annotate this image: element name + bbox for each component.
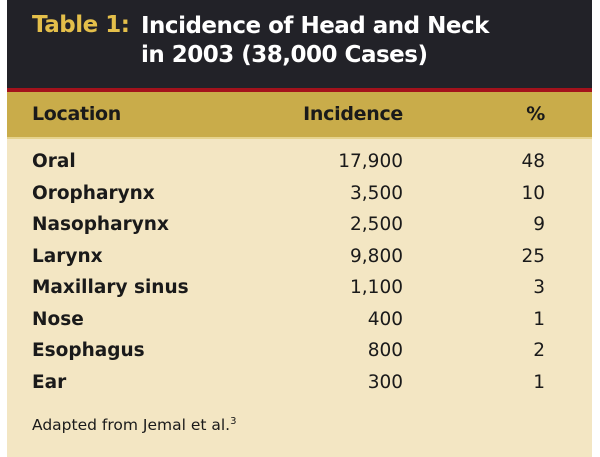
cell-pct: 25 <box>521 245 545 267</box>
cell-pct: 1 <box>533 308 545 330</box>
cell-pct: 2 <box>533 340 545 361</box>
table-row: Esophagus 800 2 <box>7 340 592 370</box>
cell-incidence: 1,100 <box>350 277 403 298</box>
column-header-incidence: Incidence <box>303 103 403 125</box>
table-row: Nasopharynx 2,500 9 <box>7 214 592 244</box>
cell-incidence: 800 <box>367 340 403 361</box>
cell-location: Oral <box>32 151 76 172</box>
table-number: Table 1: <box>32 12 130 38</box>
title-line-1: Incidence of Head and Neck <box>141 13 489 39</box>
footnote: Adapted from Jemal et al.3 <box>32 416 236 434</box>
cell-location: Nasopharynx <box>32 214 169 235</box>
cell-incidence: 300 <box>367 371 403 393</box>
cell-location: Ear <box>32 371 67 393</box>
table-row: Oropharynx 3,500 10 <box>7 183 592 213</box>
title-line-2: in 2003 (38,000 Cases) <box>141 42 428 68</box>
cell-location: Esophagus <box>32 340 145 361</box>
cell-pct: 3 <box>533 277 545 298</box>
table-row: Maxillary sinus 1,100 3 <box>7 277 592 307</box>
cell-pct: 1 <box>533 371 545 393</box>
footnote-text: Adapted from Jemal et al. <box>32 416 231 435</box>
cell-incidence: 17,900 <box>338 151 403 172</box>
table-row: Larynx 9,800 25 <box>7 246 592 276</box>
cell-pct: 9 <box>533 214 545 235</box>
table-row: Nose 400 1 <box>7 309 592 339</box>
cell-location: Maxillary sinus <box>32 277 189 298</box>
title-bar: Table 1: Incidence of Head and Neck in 2… <box>7 0 592 88</box>
cell-location: Oropharynx <box>32 182 155 204</box>
table-card: Table 1: Incidence of Head and Neck in 2… <box>7 0 592 457</box>
cell-pct: 48 <box>521 151 545 172</box>
cell-pct: 10 <box>521 182 545 204</box>
table-row: Oral 17,900 48 <box>7 151 592 181</box>
cell-incidence: 2,500 <box>350 214 403 235</box>
column-header-percent: % <box>526 103 545 125</box>
cell-incidence: 9,800 <box>350 245 403 267</box>
table-header: Location Incidence % <box>7 92 592 139</box>
divider <box>7 88 592 92</box>
column-header-location: Location <box>32 103 122 125</box>
footnote-ref: 3 <box>230 416 237 427</box>
cell-incidence: 400 <box>367 308 403 330</box>
cell-location: Nose <box>32 308 84 330</box>
cell-location: Larynx <box>32 245 103 267</box>
table-row: Ear 300 1 <box>7 372 592 402</box>
table-title: Incidence of Head and Neck in 2003 (38,0… <box>141 12 489 70</box>
cell-incidence: 3,500 <box>350 182 403 204</box>
